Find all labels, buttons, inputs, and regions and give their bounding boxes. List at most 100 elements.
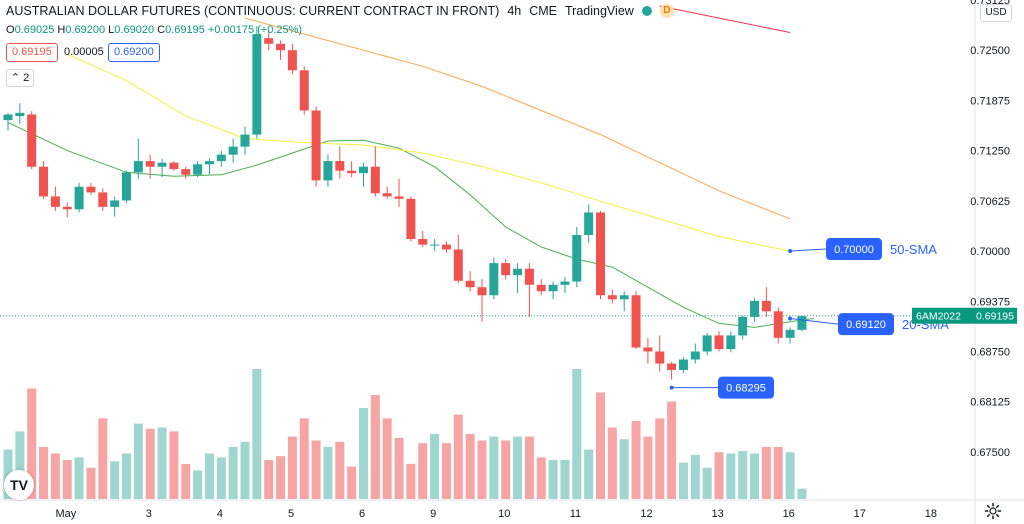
candle-body[interactable]	[726, 335, 736, 350]
gear-icon[interactable]	[984, 502, 1002, 520]
candle-body[interactable]	[276, 43, 286, 51]
high-label: H	[57, 24, 66, 36]
candle-body[interactable]	[193, 164, 203, 175]
candle-body[interactable]	[62, 206, 72, 210]
low-label: L	[108, 24, 115, 36]
candle-body[interactable]	[465, 280, 475, 288]
candle-body[interactable]	[738, 316, 748, 336]
callout-box[interactable]	[838, 313, 894, 336]
candle-body[interactable]	[394, 196, 404, 199]
candle-body[interactable]	[572, 234, 582, 282]
candle-body[interactable]	[678, 359, 688, 370]
currency-button[interactable]: USD	[980, 4, 1012, 22]
candle-body[interactable]	[643, 347, 653, 352]
candle-body[interactable]	[382, 193, 392, 197]
candle-body[interactable]	[548, 284, 558, 292]
volume-bar	[524, 436, 534, 499]
candle-body[interactable]	[430, 244, 440, 246]
candle-body[interactable]	[489, 263, 499, 296]
candle-body[interactable]	[98, 192, 108, 207]
y-tick-label: 0.73125	[970, 0, 1010, 7]
candle-body[interactable]	[74, 186, 84, 210]
candle-body[interactable]	[477, 287, 487, 296]
candle-body[interactable]	[584, 212, 594, 235]
volume-bar	[501, 440, 511, 499]
candle-body[interactable]	[240, 134, 250, 147]
candle-body[interactable]	[216, 154, 226, 162]
candle-body[interactable]	[607, 295, 617, 300]
candle-body[interactable]	[110, 200, 120, 207]
volume-bar	[204, 453, 214, 499]
volume-bar	[287, 436, 297, 499]
candle-body[interactable]	[122, 172, 131, 201]
candle-body[interactable]	[761, 300, 771, 312]
volume-bar	[572, 369, 582, 499]
candle-body[interactable]	[335, 161, 345, 171]
candle-body[interactable]	[347, 170, 357, 174]
symbol-title[interactable]: AUSTRALIAN DOLLAR FUTURES (CONTINUOUS: C…	[6, 4, 500, 18]
candle-body[interactable]	[406, 198, 416, 240]
candle-body[interactable]	[3, 114, 13, 121]
candle-body[interactable]	[619, 295, 629, 300]
callout-box[interactable]	[826, 238, 882, 261]
candle-body[interactable]	[441, 244, 451, 250]
candle-body[interactable]	[453, 249, 463, 281]
candle-body[interactable]	[311, 110, 321, 181]
candle-body[interactable]	[39, 166, 49, 197]
indicators-toggle[interactable]: ⌃ 2	[6, 69, 34, 87]
candle-body[interactable]	[524, 268, 534, 285]
candle-body[interactable]	[655, 351, 665, 364]
candle-body[interactable]	[513, 268, 523, 276]
candle-body[interactable]	[785, 329, 795, 338]
symbol-tag-label: 6AM2022	[916, 311, 961, 323]
candle-body[interactable]	[252, 34, 262, 135]
candle-body[interactable]	[702, 335, 712, 352]
candle-body[interactable]	[750, 300, 760, 317]
candle-body[interactable]	[667, 363, 677, 370]
volume-bar	[761, 447, 771, 499]
candle-body[interactable]	[264, 38, 274, 44]
candle-body[interactable]	[287, 50, 297, 71]
volume-bar	[596, 392, 605, 499]
candle-body[interactable]	[157, 162, 167, 167]
last-price-tag[interactable]	[912, 307, 1017, 324]
candle-body[interactable]	[370, 166, 380, 194]
buy-price-button[interactable]: 0.69200	[108, 43, 160, 62]
candle-body[interactable]	[596, 212, 605, 296]
tradingview-logo-icon[interactable]: TV	[4, 470, 34, 500]
volume-bar	[797, 488, 807, 499]
candle-body[interactable]	[169, 162, 179, 170]
candle-body[interactable]	[714, 335, 724, 350]
volume-bar	[714, 452, 724, 499]
candle-body[interactable]	[323, 161, 333, 181]
candle-body[interactable]	[228, 146, 238, 155]
candle-body[interactable]	[145, 161, 155, 167]
candle-body[interactable]	[631, 295, 641, 348]
volume-bar	[702, 467, 712, 499]
candle-body[interactable]	[204, 161, 214, 165]
candle-body[interactable]	[27, 114, 37, 167]
candle-body[interactable]	[15, 112, 25, 117]
candle-body[interactable]	[501, 263, 511, 276]
candle-body[interactable]	[359, 166, 368, 174]
candle-body[interactable]	[690, 351, 700, 360]
callout-price: 0.69120	[846, 319, 886, 331]
sell-price-button[interactable]: 0.69195	[6, 43, 58, 62]
candle-body[interactable]	[133, 161, 143, 173]
candle-body[interactable]	[181, 169, 191, 175]
candle-body[interactable]	[773, 311, 783, 338]
candle-body[interactable]	[50, 196, 60, 207]
candle-body[interactable]	[86, 186, 96, 193]
candle-body[interactable]	[418, 239, 428, 245]
interval-label[interactable]: 4h	[507, 4, 522, 18]
volume-bar	[477, 440, 487, 499]
candle-body[interactable]	[797, 316, 807, 330]
volume-bar	[370, 395, 380, 499]
candle-body[interactable]	[536, 284, 546, 292]
callout-box[interactable]	[718, 376, 774, 399]
candle-body[interactable]	[560, 281, 570, 285]
volume-bar	[465, 434, 475, 499]
candle-body[interactable]	[299, 70, 309, 111]
price-axis-panel[interactable]	[975, 0, 1024, 524]
